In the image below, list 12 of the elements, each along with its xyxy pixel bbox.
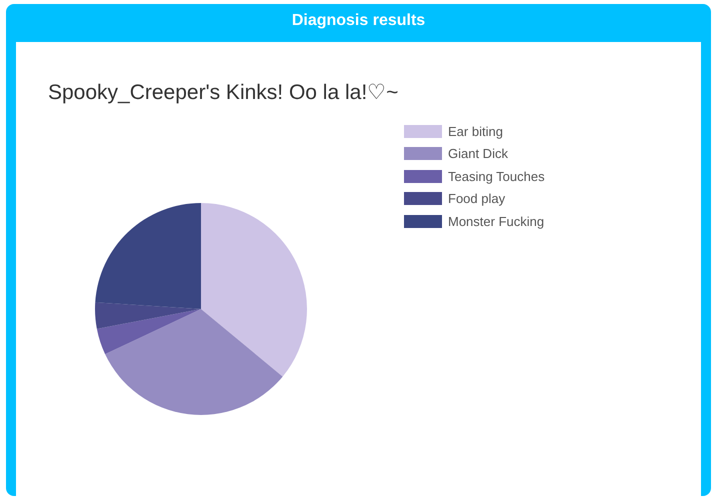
chart-subtitle: Spooky_Creeper's Kinks! Oo la la!♡~: [48, 80, 398, 105]
pie-slice: [105, 309, 283, 415]
legend-label: Monster Fucking: [448, 214, 544, 229]
pie-slice: [201, 203, 307, 377]
pie-slice: [95, 302, 201, 329]
legend-label: Food play: [448, 191, 506, 206]
legend-label: Giant Dick: [448, 146, 508, 162]
legend-label: Ear biting: [448, 124, 503, 139]
pie-slice: [96, 309, 201, 354]
pie-slice: [95, 203, 201, 309]
legend-label: Teasing Touches: [448, 168, 545, 184]
chart-title: Diagnosis results: [290, 11, 426, 31]
